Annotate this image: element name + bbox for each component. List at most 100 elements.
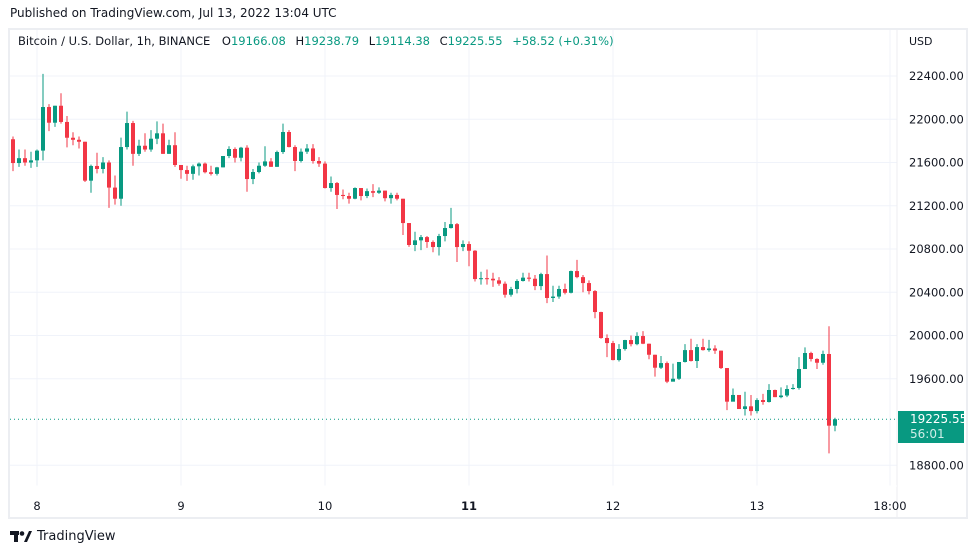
candle[interactable] (485, 269, 489, 285)
candle[interactable] (77, 136, 81, 149)
candle[interactable] (479, 271, 483, 285)
candle[interactable] (389, 192, 393, 204)
candle[interactable] (779, 387, 783, 399)
candle[interactable] (11, 136, 15, 172)
candle[interactable] (647, 343, 651, 360)
candle[interactable] (59, 93, 63, 124)
candle[interactable] (419, 234, 423, 251)
candle[interactable] (443, 221, 447, 242)
candle[interactable] (329, 176, 333, 192)
candle[interactable] (731, 388, 735, 402)
candle[interactable] (737, 394, 741, 410)
candle[interactable] (719, 350, 723, 370)
candle[interactable] (167, 139, 171, 154)
candle[interactable] (179, 164, 183, 179)
candle[interactable] (725, 368, 729, 411)
candle[interactable] (803, 347, 807, 370)
candle[interactable] (227, 146, 231, 159)
candle[interactable] (707, 339, 711, 352)
candle[interactable] (119, 137, 123, 206)
candle[interactable] (107, 160, 111, 208)
candle[interactable] (743, 391, 747, 416)
candle[interactable] (773, 389, 777, 398)
candle[interactable] (509, 286, 513, 297)
candle[interactable] (671, 363, 675, 382)
candle[interactable] (665, 361, 669, 384)
candle[interactable] (491, 272, 495, 287)
candle[interactable] (593, 290, 597, 319)
candle[interactable] (335, 181, 339, 209)
candle[interactable] (797, 357, 801, 390)
candle[interactable] (353, 187, 357, 200)
candle[interactable] (827, 326, 831, 454)
candle[interactable] (299, 148, 303, 163)
candle[interactable] (347, 192, 351, 204)
candle[interactable] (185, 165, 189, 181)
candle[interactable] (401, 198, 405, 235)
candle[interactable] (461, 240, 465, 252)
candle[interactable] (275, 150, 279, 167)
candle[interactable] (575, 259, 579, 279)
candle[interactable] (407, 223, 411, 247)
candle[interactable] (149, 130, 153, 152)
candle[interactable] (497, 277, 501, 286)
candle[interactable] (29, 151, 33, 168)
candle[interactable] (629, 335, 633, 347)
candle[interactable] (341, 189, 345, 200)
candle[interactable] (365, 188, 369, 199)
candle[interactable] (749, 394, 753, 416)
candle[interactable] (413, 231, 417, 252)
candle[interactable] (569, 270, 573, 294)
candle[interactable] (425, 236, 429, 248)
candle[interactable] (65, 116, 69, 148)
candle[interactable] (785, 385, 789, 398)
candle[interactable] (215, 166, 219, 176)
candle[interactable] (293, 145, 297, 172)
candle[interactable] (761, 393, 765, 405)
candle[interactable] (527, 272, 531, 282)
candle[interactable] (551, 285, 555, 302)
candle[interactable] (125, 111, 129, 150)
candle[interactable] (539, 272, 543, 291)
candle[interactable] (161, 123, 165, 154)
candle[interactable] (449, 207, 453, 229)
candle[interactable] (833, 417, 837, 432)
candle[interactable] (173, 132, 177, 167)
candle[interactable] (191, 164, 195, 180)
candle[interactable] (371, 184, 375, 198)
candle[interactable] (311, 144, 315, 164)
candle[interactable] (503, 281, 507, 298)
candle[interactable] (155, 121, 159, 145)
candle[interactable] (83, 141, 87, 182)
candle[interactable] (623, 339, 627, 351)
candle[interactable] (677, 361, 681, 380)
candle[interactable] (653, 354, 657, 377)
candle[interactable] (359, 188, 363, 201)
candle[interactable] (209, 165, 213, 176)
candle[interactable] (557, 285, 561, 299)
candle[interactable] (683, 344, 687, 363)
candle[interactable] (599, 311, 603, 339)
candle[interactable] (473, 250, 477, 282)
candle[interactable] (605, 334, 609, 358)
candle[interactable] (533, 274, 537, 291)
candle[interactable] (455, 223, 459, 262)
candle[interactable] (53, 105, 57, 127)
candle[interactable] (767, 384, 771, 403)
candle[interactable] (131, 120, 135, 166)
candle[interactable] (233, 147, 237, 163)
candle[interactable] (611, 340, 615, 361)
candle[interactable] (383, 190, 387, 202)
candle[interactable] (515, 279, 519, 294)
candle[interactable] (239, 146, 243, 162)
symbol-title[interactable]: Bitcoin / U.S. Dollar, 1h, BINANCE (18, 34, 211, 48)
candle[interactable] (203, 162, 207, 174)
candle[interactable] (143, 133, 147, 152)
candle[interactable] (281, 123, 285, 154)
candle[interactable] (113, 175, 117, 205)
candle[interactable] (263, 146, 267, 167)
candle[interactable] (695, 344, 699, 368)
candle[interactable] (197, 162, 201, 176)
candle[interactable] (713, 345, 717, 354)
